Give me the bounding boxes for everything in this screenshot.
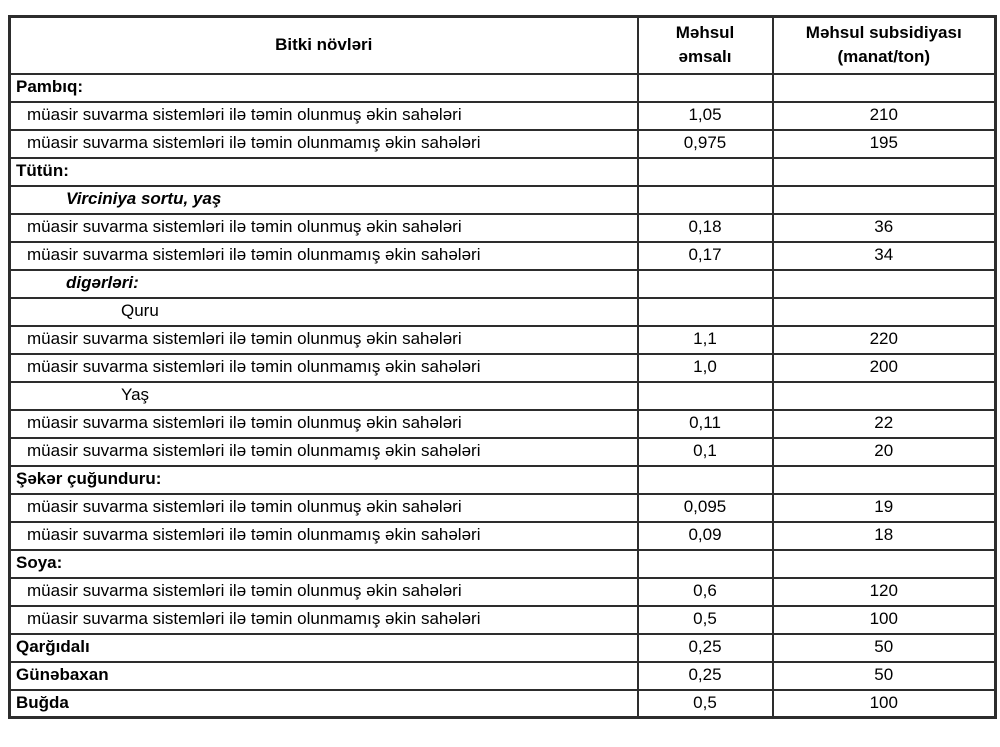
subsidy-value: 100: [771, 604, 997, 635]
row-label: Şəkər çuğunduru:: [8, 464, 639, 495]
coeff-value: 1,1: [636, 324, 774, 355]
row-label: Virciniya sortu, yaş: [8, 184, 639, 215]
table-row: müasir suvarma sistemləri ilə təmin olun…: [8, 240, 997, 271]
row-label: Günəbaxan: [8, 660, 639, 691]
table-row: müasir suvarma sistemləri ilə təmin olun…: [8, 324, 997, 355]
table-row: müasir suvarma sistemləri ilə təmin olun…: [8, 128, 997, 159]
table-row-gunebaxan: Günəbaxan 0,25 50: [8, 660, 997, 691]
coeff-value: 0,09: [636, 520, 774, 551]
table-row: müasir suvarma sistemləri ilə təmin olun…: [8, 100, 997, 131]
coeff-value: [636, 296, 774, 327]
table-row: müasir suvarma sistemləri ilə təmin olun…: [8, 576, 997, 607]
table-row: müasir suvarma sistemləri ilə təmin olun…: [8, 604, 997, 635]
subsidy-value: [771, 156, 997, 187]
row-label: Buğda: [8, 688, 639, 719]
table-row-tutun: Tütün:: [8, 156, 997, 187]
row-label: müasir suvarma sistemləri ilə təmin olun…: [8, 100, 639, 131]
subsidy-value: 50: [771, 660, 997, 691]
coeff-value: 1,0: [636, 352, 774, 383]
header-product-subsidy: Məhsul subsidiyası (manat/ton): [771, 15, 997, 75]
header-crop-types: Bitki növləri: [8, 15, 639, 75]
subsidy-value: 210: [771, 100, 997, 131]
subsidy-value: 20: [771, 436, 997, 467]
subsidy-value: 22: [771, 408, 997, 439]
subsidy-value: [771, 268, 997, 299]
header-product-coefficient: Məhsul əmsalı: [636, 15, 774, 75]
row-label: müasir suvarma sistemləri ilə təmin olun…: [8, 492, 639, 523]
subsidy-value: 18: [771, 520, 997, 551]
table-row-qargidali: Qarğıdalı 0,25 50: [8, 632, 997, 663]
table-row: müasir suvarma sistemləri ilə təmin olun…: [8, 408, 997, 439]
subsidy-value: 195: [771, 128, 997, 159]
subsidy-value: [771, 464, 997, 495]
row-label: müasir suvarma sistemləri ilə təmin olun…: [8, 128, 639, 159]
row-label: Quru: [8, 296, 639, 327]
row-label: müasir suvarma sistemləri ilə təmin olun…: [8, 604, 639, 635]
row-label: müasir suvarma sistemləri ilə təmin olun…: [8, 436, 639, 467]
subsidy-value: 19: [771, 492, 997, 523]
row-label: digərləri:: [8, 268, 639, 299]
coeff-value: [636, 268, 774, 299]
coeff-value: 0,975: [636, 128, 774, 159]
row-label: Soya:: [8, 548, 639, 579]
subsidy-value: 36: [771, 212, 997, 243]
coeff-value: [636, 184, 774, 215]
crop-subsidy-table: Bitki növləri Məhsul əmsalı Məhsul subsi…: [8, 15, 997, 719]
subsidy-value: 34: [771, 240, 997, 271]
coeff-value: [636, 72, 774, 103]
coeff-value: 0,6: [636, 576, 774, 607]
table-row-virciniya: Virciniya sortu, yaş: [8, 184, 997, 215]
row-label: Pambıq:: [8, 72, 639, 103]
subsidy-value: 200: [771, 352, 997, 383]
table-row: müasir suvarma sistemləri ilə təmin olun…: [8, 212, 997, 243]
table-row-soya: Soya:: [8, 548, 997, 579]
row-label: müasir suvarma sistemləri ilə təmin olun…: [8, 240, 639, 271]
subsidy-value: 100: [771, 688, 997, 719]
row-label: müasir suvarma sistemləri ilə təmin olun…: [8, 324, 639, 355]
row-label: müasir suvarma sistemləri ilə təmin olun…: [8, 408, 639, 439]
coeff-value: 0,18: [636, 212, 774, 243]
subsidy-value: 220: [771, 324, 997, 355]
table-row-seker-cugunduru: Şəkər çuğunduru:: [8, 464, 997, 495]
row-label: müasir suvarma sistemləri ilə təmin olun…: [8, 212, 639, 243]
header-row: Bitki növləri Məhsul əmsalı Məhsul subsi…: [8, 15, 997, 75]
table-row: müasir suvarma sistemləri ilə təmin olun…: [8, 520, 997, 551]
coeff-value: 0,5: [636, 604, 774, 635]
table-row: müasir suvarma sistemləri ilə təmin olun…: [8, 352, 997, 383]
subsidy-value: [771, 184, 997, 215]
row-label: müasir suvarma sistemləri ilə təmin olun…: [8, 352, 639, 383]
subsidy-value: [771, 548, 997, 579]
row-label: müasir suvarma sistemləri ilə təmin olun…: [8, 576, 639, 607]
coeff-value: 1,05: [636, 100, 774, 131]
coeff-value: 0,17: [636, 240, 774, 271]
table-row-bugda: Buğda 0,5 100: [8, 688, 997, 719]
coeff-value: 0,5: [636, 688, 774, 719]
coeff-value: [636, 380, 774, 411]
coeff-value: 0,1: [636, 436, 774, 467]
row-label: müasir suvarma sistemləri ilə təmin olun…: [8, 520, 639, 551]
coeff-value: [636, 156, 774, 187]
subsidy-value: [771, 380, 997, 411]
table-row-pambiq: Pambıq:: [8, 72, 997, 103]
coeff-value: 0,25: [636, 632, 774, 663]
table-row-yas: Yaş: [8, 380, 997, 411]
coeff-value: 0,095: [636, 492, 774, 523]
coeff-value: 0,25: [636, 660, 774, 691]
row-label: Qarğıdalı: [8, 632, 639, 663]
table-row: müasir suvarma sistemləri ilə təmin olun…: [8, 492, 997, 523]
table-row-quru: Quru: [8, 296, 997, 327]
subsidy-value: 120: [771, 576, 997, 607]
subsidy-value: 50: [771, 632, 997, 663]
row-label: Tütün:: [8, 156, 639, 187]
subsidy-value: [771, 296, 997, 327]
table-row-digerleri: digərləri:: [8, 268, 997, 299]
subsidy-value: [771, 72, 997, 103]
coeff-value: [636, 464, 774, 495]
table-row: müasir suvarma sistemləri ilə təmin olun…: [8, 436, 997, 467]
row-label: Yaş: [8, 380, 639, 411]
coeff-value: [636, 548, 774, 579]
coeff-value: 0,11: [636, 408, 774, 439]
